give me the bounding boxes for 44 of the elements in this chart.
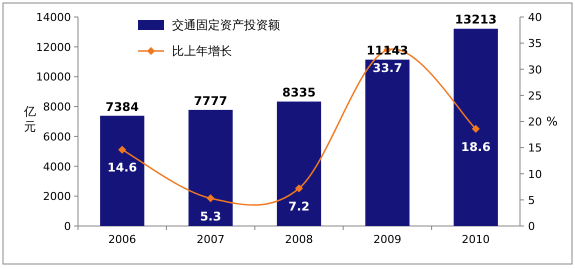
data-label: 7384	[105, 100, 139, 114]
data-label: 13213	[454, 12, 497, 27]
data-label: 18.6	[460, 140, 491, 154]
y2-axis-title: %	[546, 114, 558, 128]
bar	[276, 102, 322, 226]
bar	[188, 110, 233, 226]
data-label: 33.7	[372, 60, 402, 75]
data-label: 5.3	[200, 209, 222, 224]
data-label: 8335	[282, 86, 316, 100]
y2-tick-label: 35	[528, 37, 542, 50]
y-tick-label: 6000	[43, 130, 71, 144]
y-tick-label: 12000	[36, 40, 71, 54]
x-tick-label: 2010	[462, 233, 490, 246]
data-label: 7777	[194, 94, 228, 108]
data-label: 14.6	[107, 160, 138, 175]
y-tick-label: 10000	[36, 70, 71, 84]
y2-tick-label: 20	[528, 116, 542, 128]
y-tick-label: 14000	[36, 11, 71, 24]
y2-tick-label: 30	[528, 63, 542, 76]
bar	[365, 60, 410, 226]
point	[295, 184, 303, 192]
y-axis-title: 亿元	[23, 104, 36, 134]
y2-tick-label: 15	[528, 142, 542, 155]
y2-tick-label: 25	[528, 89, 542, 102]
point	[206, 194, 215, 202]
y-tick-label: 4000	[43, 160, 71, 174]
x-tick-label: 2006	[108, 233, 136, 246]
y-tick-label: 0	[64, 220, 71, 233]
y2-tick-label: 40	[528, 11, 542, 24]
y2-tick-label: 0	[528, 220, 535, 233]
x-tick-label: 2009	[373, 233, 402, 246]
y-tick-label: 8000	[43, 100, 71, 114]
data-label: 7.2	[288, 199, 310, 214]
point	[472, 124, 480, 133]
bar	[100, 116, 144, 226]
point	[118, 146, 126, 154]
y2-tick-label: 10	[528, 168, 542, 181]
bar	[454, 28, 498, 226]
x-tick-label: 2008	[285, 233, 313, 246]
legend-label: 交通固定资产投资额	[172, 18, 280, 32]
x-tick-label: 2007	[196, 233, 225, 246]
y-tick-label: 2000	[43, 190, 71, 204]
y2-tick-label: 5	[528, 194, 535, 207]
legend-label: 比上年增长	[172, 44, 232, 58]
